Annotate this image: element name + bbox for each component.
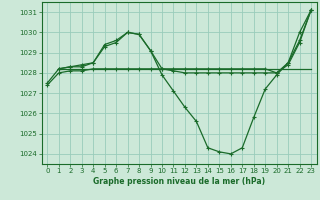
- X-axis label: Graphe pression niveau de la mer (hPa): Graphe pression niveau de la mer (hPa): [93, 177, 265, 186]
